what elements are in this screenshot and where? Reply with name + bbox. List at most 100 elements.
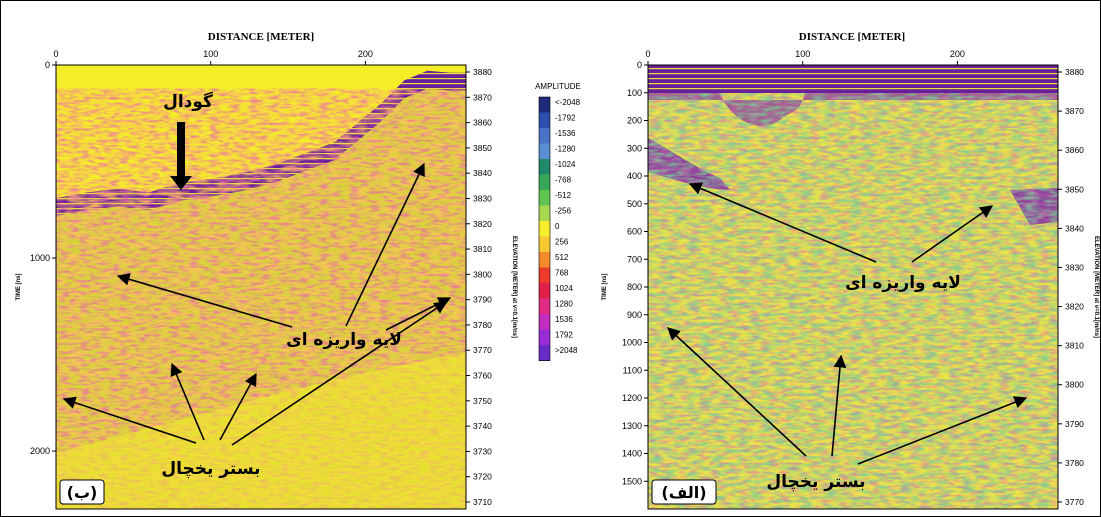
elev-tick-label: 3750 <box>473 396 492 406</box>
elev-tick-label: 3790 <box>473 295 492 305</box>
panel-a-debris-label: لایه واریزه ای <box>845 273 961 293</box>
panel-b-label-box <box>59 479 105 505</box>
colorbar-label: 512 <box>555 253 569 262</box>
y-tick-label: 1100 <box>623 365 642 375</box>
panel-b-title: DISTANCE [METER] <box>208 31 314 43</box>
elev-tick-label: 3840 <box>1065 223 1084 233</box>
colorbar-label: 1280 <box>555 300 573 309</box>
panel-b-ylabel-right: ELEVATION [METER] at v=0.1[m/ns] <box>511 236 517 338</box>
y-tick-label: 900 <box>627 310 642 320</box>
colorbar: AMPLITUDE <-2048 -1792 -1536 -1280 -1024 -768… <box>535 82 581 361</box>
colorbar-swatch <box>539 314 550 330</box>
y-tick-label: 0 <box>637 60 642 70</box>
panel-b-axes-frame <box>55 64 467 510</box>
panel-a-bedrock-arrows <box>667 327 1028 465</box>
y-tick-label: 1000 <box>30 253 50 263</box>
elev-tick-label: 3850 <box>473 143 492 153</box>
colorbar-label: 256 <box>555 238 569 247</box>
y-tick-label: 600 <box>627 227 642 237</box>
x-tick-label: 200 <box>950 49 965 59</box>
panel-b-label: (ب) <box>67 483 98 502</box>
elev-tick-label: 3880 <box>473 67 492 77</box>
y-tick-label: 1300 <box>622 421 642 431</box>
y-tick-label: 200 <box>627 116 642 126</box>
x-tick-label: 0 <box>645 49 650 59</box>
colorbar-label: -256 <box>555 207 572 216</box>
colorbar-swatch <box>539 174 550 191</box>
panel-a-label-box <box>651 479 717 505</box>
y-tick-label: 1400 <box>622 449 642 459</box>
colorbar-swatch <box>539 205 550 222</box>
elev-tick-label: 3820 <box>1065 302 1084 312</box>
y-tick-label: 400 <box>627 171 642 181</box>
panel-a-elev-ticks: 3880 3870 3860 3850 3840 3830 3820 3810 3800 3790… <box>1058 67 1084 507</box>
colorbar-swatch <box>539 97 550 113</box>
elev-tick-label: 3710 <box>473 497 492 507</box>
panel-b-bedrock-label: بستر یخچال <box>161 459 260 479</box>
elev-tick-label: 3780 <box>473 320 492 330</box>
colorbar-swatch <box>539 221 550 237</box>
y-tick-label: 1000 <box>622 338 642 348</box>
colorbar-swatch <box>539 298 550 315</box>
colorbar-swatch <box>539 190 550 206</box>
x-tick-label: 200 <box>358 49 373 59</box>
colorbar-outline <box>538 96 551 361</box>
elev-tick-label: 3810 <box>473 244 492 254</box>
colorbar-label: 768 <box>555 269 569 278</box>
panel-a-title: DISTANCE [METER] <box>799 31 905 43</box>
elev-tick-label: 3860 <box>1065 145 1084 155</box>
panel-b-elev-ticks: 3880 3870 3860 3850 3840 3830 3820 3810 3800 3790… <box>466 67 492 507</box>
pit-label: گودال <box>163 91 213 112</box>
elev-tick-label: 3820 <box>473 219 492 229</box>
colorbar-label: >2048 <box>555 346 578 355</box>
colorbar-label: 0 <box>555 222 560 231</box>
panel-a-y-ticks: 0 100 200 300 400 500 600 700 800 900 1000 1100 1200… <box>622 60 648 486</box>
panel-a: DISTANCE [METER] 0 100 200 0 100 200 300 400 50… <box>602 31 1099 510</box>
elev-tick-label: 3770 <box>1065 497 1084 507</box>
elev-tick-label: 3730 <box>473 446 492 456</box>
colorbar-label: -768 <box>555 176 572 185</box>
panel-b-fade <box>56 352 466 509</box>
panel-a-bedrock-label: بستر یخچال <box>766 472 865 492</box>
elev-tick-label: 3740 <box>473 421 492 431</box>
colorbar-label: -1536 <box>555 129 576 138</box>
elev-tick-label: 3830 <box>1065 262 1084 272</box>
colorbar-swatch <box>539 159 550 175</box>
elev-tick-label: 3770 <box>473 345 492 355</box>
panel-a-debris-arrows <box>688 182 994 263</box>
elev-tick-label: 3870 <box>473 92 492 102</box>
panel-b-y-ticks: 0 1000 2000 <box>30 60 56 456</box>
colorbar-swatch <box>539 236 550 253</box>
elev-tick-label: 3780 <box>1065 458 1084 468</box>
panel-b-surface-band <box>56 70 466 217</box>
colorbar-swatches <box>538 96 551 361</box>
colorbar-label: -512 <box>555 191 572 200</box>
colorbar-swatch <box>539 143 550 160</box>
y-tick-label: 300 <box>627 143 642 153</box>
colorbar-title: AMPLITUDE <box>535 82 581 91</box>
colorbar-swatch <box>539 112 550 129</box>
elev-tick-label: 3790 <box>1065 419 1084 429</box>
colorbar-label: -1280 <box>555 145 576 154</box>
elev-tick-label: 3850 <box>1065 184 1084 194</box>
panel-a-ylabel: TIME [ns] <box>602 274 608 301</box>
elev-tick-label: 3830 <box>473 193 492 203</box>
panel-b-x-ticks: 0 100 200 <box>53 49 373 65</box>
colorbar-swatch <box>539 345 550 361</box>
colorbar-swatch <box>539 329 550 346</box>
elev-tick-label: 3840 <box>473 168 492 178</box>
elev-tick-label: 3800 <box>1065 380 1084 390</box>
panel-b-plot <box>56 65 466 509</box>
colorbar-label: 1792 <box>555 331 573 340</box>
elev-tick-label: 3800 <box>473 269 492 279</box>
elev-tick-label: 3760 <box>473 371 492 381</box>
panel-b-ylabel: TIME [ns] <box>16 274 22 301</box>
panel-a-plot <box>648 65 1058 509</box>
panel-a-x-ticks: 0 100 200 <box>645 49 965 65</box>
colorbar-label: <-2048 <box>555 98 581 107</box>
colorbar-swatch <box>539 267 550 284</box>
y-tick-label: 700 <box>627 254 642 264</box>
y-tick-label: 1500 <box>622 476 642 486</box>
pit-arrow <box>170 122 192 190</box>
